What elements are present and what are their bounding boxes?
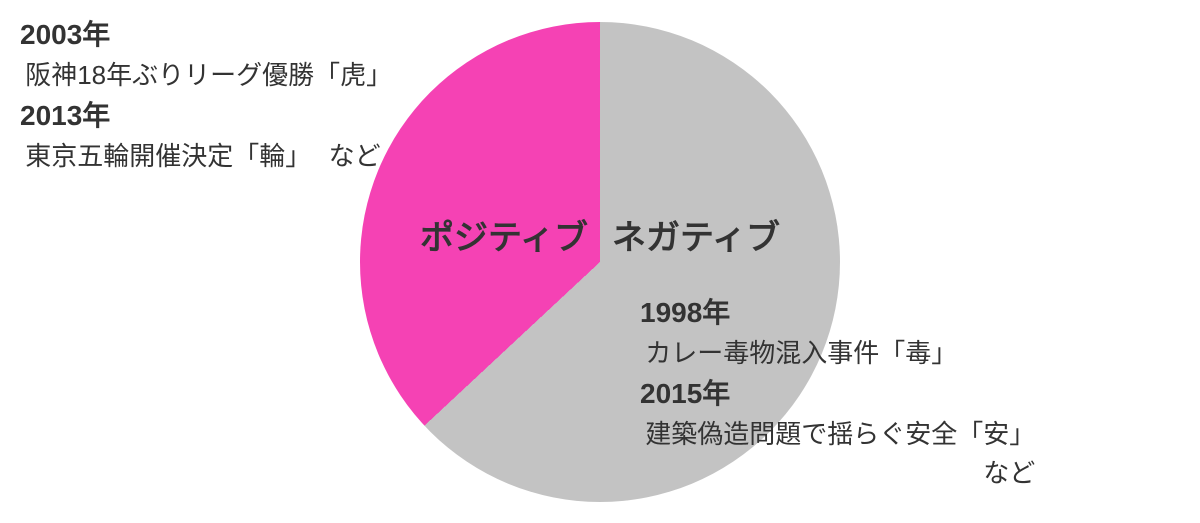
callout-year: 1998年 [640,292,1035,334]
callout-year: 2003年 [20,14,392,56]
callout-year: 2013年 [20,95,392,137]
callout-etc: など [316,141,381,171]
slice-label-negative: ネガティブ [612,210,780,259]
callout-desc: カレー毒物混入事件「毒」 [640,334,1035,373]
callout-desc: 建築偽造問題で揺らぐ安全「安」 [640,415,1035,454]
slice-label-positive: ポジティブ [420,210,588,259]
callout-etc: など [640,454,1035,493]
callout-negative: 1998年 カレー毒物混入事件「毒」 2015年 建築偽造問題で揺らぐ安全「安」… [640,292,1035,493]
callout-desc: 阪神18年ぶりリーグ優勝「虎」 [20,56,392,95]
callout-year: 2015年 [640,373,1035,415]
callout-positive: 2003年 阪神18年ぶりリーグ優勝「虎」 2013年 東京五輪開催決定「輪」 … [20,14,392,176]
callout-desc: 東京五輪開催決定「輪」 [20,141,311,171]
